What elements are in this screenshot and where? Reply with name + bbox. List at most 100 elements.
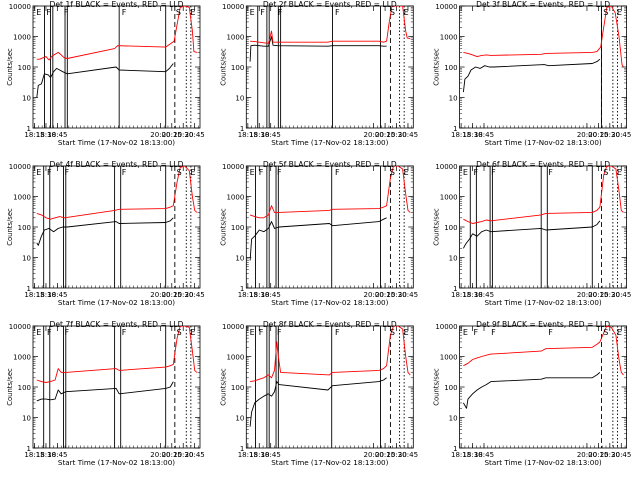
x-tick-label: 20:15 [375, 131, 395, 139]
y-tick-label: 100 [18, 224, 31, 232]
x-tick-label: 20:30 [386, 291, 406, 299]
x-tick-label: 18:15 [24, 291, 44, 299]
y-tick-label: 10000 [9, 163, 31, 171]
segment-label: F [47, 168, 52, 177]
chart-panel-2: Det 2f BLACK = Events, RED = LLD 1 10 100 10… [219, 0, 418, 147]
plot-area [463, 166, 624, 288]
x-tick-label: 20:45 [611, 131, 631, 139]
x-tick-label: 18:45 [261, 131, 281, 139]
plot-area [249, 166, 411, 288]
y-tick-label: 1 [453, 285, 457, 293]
x-tick-label: 20:00 [364, 131, 384, 139]
y-axis-label: Counts/sec [219, 208, 227, 246]
segment-label: F [122, 168, 127, 177]
x-tick-label: 20:00 [364, 291, 384, 299]
x-tick-label: 20:30 [173, 291, 193, 299]
x-tick-label: 20:45 [611, 291, 631, 299]
y-tick-label: 100 [18, 384, 31, 392]
events-series [249, 217, 387, 261]
segment-label: E [463, 168, 468, 177]
x-tick-label: 20:15 [588, 131, 608, 139]
x-tick-label: 18:15 [238, 131, 258, 139]
lld-series [250, 326, 411, 383]
segment-label: E [250, 328, 255, 337]
segment-label: E [250, 168, 255, 177]
x-tick-label: 18:15 [451, 131, 471, 139]
y-axis-label: Counts/sec [433, 48, 441, 86]
events-series [463, 372, 601, 409]
x-tick-label: 20:30 [386, 131, 406, 139]
chart-title: Det 3f BLACK = Events, RED = LLD [476, 0, 610, 9]
x-tick-label: 20:00 [577, 451, 597, 459]
events-series [36, 217, 174, 246]
y-tick-label: 10 [22, 415, 31, 423]
y-tick-label: 10000 [222, 3, 244, 11]
events-series [463, 220, 601, 249]
segment-label: F [46, 8, 51, 17]
segment-label: E [617, 328, 622, 337]
segment-label: F [47, 328, 52, 337]
y-tick-label: 1 [453, 445, 457, 453]
x-tick-label: 20:15 [588, 291, 608, 299]
x-tick-label: 20:30 [173, 131, 193, 139]
x-tick-label: 20:45 [398, 291, 418, 299]
plot-area [36, 166, 198, 288]
y-tick-label: 10000 [435, 323, 457, 331]
segment-label: E [190, 168, 195, 177]
x-tick-label: 18:30 [249, 451, 269, 459]
x-tick-label: 18:30 [36, 451, 56, 459]
y-tick-label: 10000 [435, 163, 457, 171]
y-tick-label: 100 [444, 224, 457, 232]
plot-frame [245, 165, 414, 289]
chart-panel-5: Det 5f BLACK = Events, RED = LLD 1 10 100 10… [219, 160, 418, 307]
x-tick-label: 18:15 [24, 131, 44, 139]
y-tick-label: 10000 [9, 323, 31, 331]
y-axis-label: Counts/sec [433, 208, 441, 246]
y-tick-label: 100 [231, 224, 244, 232]
segment-label: S [177, 168, 182, 177]
lld-series [250, 6, 411, 44]
segment-label: E [617, 168, 622, 177]
y-tick-label: 10000 [9, 3, 31, 11]
segment-label: S [390, 8, 395, 17]
segment-label: S [603, 328, 608, 337]
chart-title: Det 9f BLACK = Events, RED = LLD [476, 320, 610, 329]
y-axis-label: Counts/sec [433, 368, 441, 406]
x-tick-label: 20:15 [162, 451, 182, 459]
x-tick-label: 20:30 [600, 291, 620, 299]
chart-panel-3: Det 3f BLACK = Events, RED = LLD 1 10 100 10… [433, 0, 632, 147]
plot-area [36, 326, 198, 448]
segment-label: E [404, 328, 409, 337]
x-axis-label: Start Time (17-Nov-02 18:13:00) [58, 138, 175, 147]
y-tick-label: 10000 [222, 323, 244, 331]
y-axis-label: Counts/sec [219, 368, 227, 406]
x-axis-label: Start Time (17-Nov-02 18:13:00) [484, 298, 601, 307]
y-tick-label: 1 [27, 125, 31, 133]
segment-label: F [335, 168, 340, 177]
lld-series [463, 326, 624, 376]
y-tick-label: 1000 [440, 194, 458, 202]
segment-label: E [36, 328, 41, 337]
events-series [36, 63, 174, 98]
events-series [249, 36, 387, 62]
chart-title: Det 2f BLACK = Events, RED = LLD [263, 0, 397, 9]
x-tick-label: 20:30 [600, 451, 620, 459]
lld-series [36, 6, 198, 61]
segment-label: F [259, 168, 264, 177]
chart-panel-8: Det 8f BLACK = Events, RED = LLD 1 10 100 10… [219, 320, 418, 467]
segment-label: E [190, 8, 195, 17]
x-tick-label: 20:00 [577, 131, 597, 139]
y-tick-label: 1000 [13, 354, 31, 362]
y-tick-label: 10 [235, 415, 244, 423]
x-tick-label: 18:15 [451, 451, 471, 459]
x-tick-label: 20:30 [386, 451, 406, 459]
x-tick-label: 20:45 [185, 291, 205, 299]
chart-title: Det 4f BLACK = Events, RED = LLD [50, 160, 184, 169]
y-tick-label: 1000 [226, 194, 244, 202]
x-tick-label: 18:45 [47, 131, 67, 139]
y-tick-label: 10 [449, 415, 458, 423]
segment-label: S [177, 328, 182, 337]
y-tick-label: 100 [444, 384, 457, 392]
x-tick-label: 20:15 [162, 131, 182, 139]
y-tick-label: 1 [240, 125, 244, 133]
